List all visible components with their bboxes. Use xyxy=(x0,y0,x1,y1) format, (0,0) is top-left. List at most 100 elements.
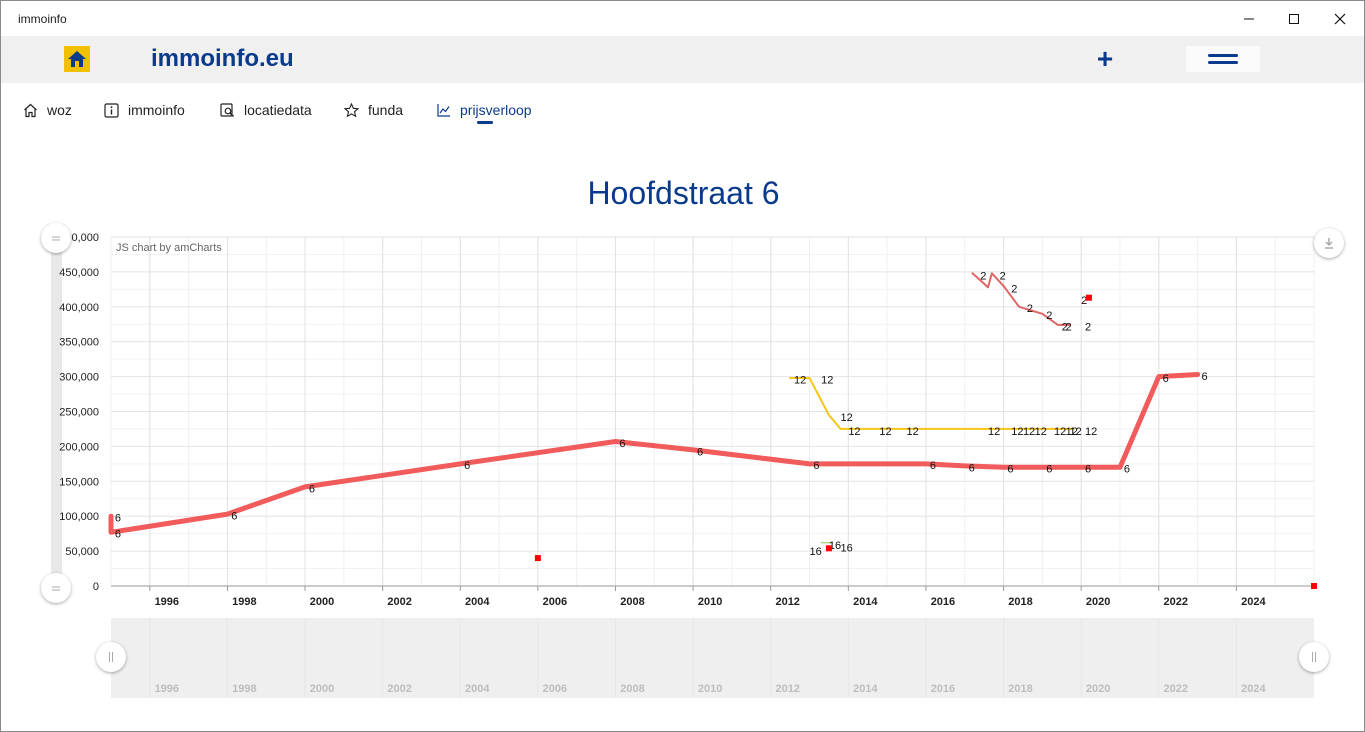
title-bar: immoinfo xyxy=(1,1,1364,36)
data-label: 6 xyxy=(115,513,121,525)
data-label: 12 xyxy=(841,412,853,424)
range-tick-label: 2018 xyxy=(1008,683,1032,695)
data-label: 12 xyxy=(988,426,1000,438)
hamburger-menu-button[interactable] xyxy=(1186,46,1260,72)
tab-label: locatiedata xyxy=(244,102,312,118)
data-label: 12 xyxy=(848,426,860,438)
data-label: 2 xyxy=(980,270,986,282)
tab-label: immoinfo xyxy=(128,102,185,118)
x-tick-label: 2006 xyxy=(543,596,567,608)
x-tick-label: 2018 xyxy=(1008,596,1032,608)
data-label: 6 xyxy=(1201,371,1207,383)
minimize-button[interactable] xyxy=(1226,1,1272,36)
x-tick-label: 2022 xyxy=(1164,596,1188,608)
range-tick-label: 2000 xyxy=(310,683,334,695)
maximize-icon xyxy=(1289,13,1299,24)
data-point-marker xyxy=(825,545,832,552)
data-label: 16 xyxy=(829,540,841,552)
data-label: 2 xyxy=(1085,321,1091,333)
data-label: 6 xyxy=(1124,464,1130,476)
range-tick-label: 2008 xyxy=(620,683,644,695)
series-line-12 xyxy=(789,377,1075,430)
data-label: 16 xyxy=(841,543,853,555)
x-tick-label: 2020 xyxy=(1086,596,1110,608)
data-label: 12 xyxy=(1054,426,1066,438)
home-logo-icon[interactable] xyxy=(64,46,90,72)
range-end-grip[interactable] xyxy=(1299,642,1329,672)
export-download-button[interactable] xyxy=(1314,228,1344,258)
series-line-2 xyxy=(971,272,1071,326)
x-tick-label: 2016 xyxy=(931,596,955,608)
data-label: 12 xyxy=(821,374,833,386)
page-title: Hoofdstraat 6 xyxy=(587,175,780,211)
y-tick-label: 150,000 xyxy=(59,476,99,488)
y-tick-label: 350,000 xyxy=(59,337,99,349)
tab-woz[interactable]: woz xyxy=(23,99,72,121)
tab-prijsverloop[interactable]: prijsverloop xyxy=(437,99,532,121)
tab-locatiedata[interactable]: locatiedata xyxy=(220,99,312,121)
series-line-6 xyxy=(108,372,1201,535)
tab-immoinfo[interactable]: immoinfo xyxy=(104,99,185,121)
data-label: 12 xyxy=(1011,426,1023,438)
chart-credit: JS chart by amCharts xyxy=(116,242,222,254)
download-icon xyxy=(1325,238,1333,249)
data-label: 6 xyxy=(1163,373,1169,385)
x-tick-label: 2024 xyxy=(1241,596,1266,608)
range-start-grip[interactable] xyxy=(96,642,126,672)
y-tick-label: 400,000 xyxy=(59,302,99,314)
window-title: immoinfo xyxy=(18,12,67,26)
data-label: 12 xyxy=(794,374,806,386)
close-icon xyxy=(1334,13,1346,24)
data-label: 12 xyxy=(907,426,919,438)
data-label: 6 xyxy=(464,460,470,472)
star-icon xyxy=(344,102,359,117)
x-tick-label: 2010 xyxy=(698,596,722,608)
data-label: 6 xyxy=(231,511,237,523)
data-label: 6 xyxy=(1085,464,1091,476)
tab-label: woz xyxy=(47,102,72,118)
y-tick-label: 100,000 xyxy=(59,511,99,523)
data-label: 6 xyxy=(115,529,121,541)
range-tick-label: 2006 xyxy=(543,683,567,695)
add-button[interactable]: + xyxy=(1096,43,1114,74)
tab-label: funda xyxy=(368,102,404,118)
tab-bar: woz immoinfo locatiedata funda prijsverl… xyxy=(1,83,1364,128)
grip-icon xyxy=(1312,652,1316,662)
range-tick-label: 2010 xyxy=(698,683,722,695)
y-tick-label: 300,000 xyxy=(59,372,99,384)
close-button[interactable] xyxy=(1317,1,1363,36)
tab-funda[interactable]: funda xyxy=(344,99,403,121)
data-label: 6 xyxy=(697,446,703,458)
data-point-marker xyxy=(1085,294,1092,301)
minimize-icon xyxy=(1244,18,1254,19)
data-label: 12 xyxy=(1023,426,1035,438)
grip-icon xyxy=(52,236,60,241)
y-tick-label: 50,000 xyxy=(65,546,99,558)
data-label: 6 xyxy=(1007,464,1013,476)
range-tick-label: 2016 xyxy=(931,683,955,695)
x-tick-label: 2000 xyxy=(310,596,334,608)
scrollbar-bottom-grip[interactable] xyxy=(41,573,71,603)
data-label: 6 xyxy=(309,483,315,495)
active-tab-indicator xyxy=(477,121,493,124)
data-label: 6 xyxy=(969,462,975,474)
x-tick-label: 2008 xyxy=(620,596,644,608)
maximize-button[interactable] xyxy=(1271,1,1317,36)
menu-line-icon xyxy=(1208,61,1238,64)
range-tick-label: 1998 xyxy=(232,683,256,695)
location-search-icon xyxy=(220,102,234,117)
data-label: 2 xyxy=(1000,270,1006,282)
range-tick-label: 2020 xyxy=(1086,683,1110,695)
data-point-marker xyxy=(1311,583,1317,589)
data-label: 6 xyxy=(1046,464,1052,476)
data-label: 12 xyxy=(879,426,891,438)
vertical-scrollbar-track xyxy=(51,238,62,586)
scrollbar-top-grip[interactable] xyxy=(41,223,71,253)
data-point-marker xyxy=(534,555,541,562)
brand-title: immoinfo.eu xyxy=(151,45,294,72)
menu-line-icon xyxy=(1208,54,1238,57)
home-icon xyxy=(24,103,37,117)
x-tick-label: 2012 xyxy=(775,596,799,608)
y-tick-label: 450,000 xyxy=(59,267,99,279)
